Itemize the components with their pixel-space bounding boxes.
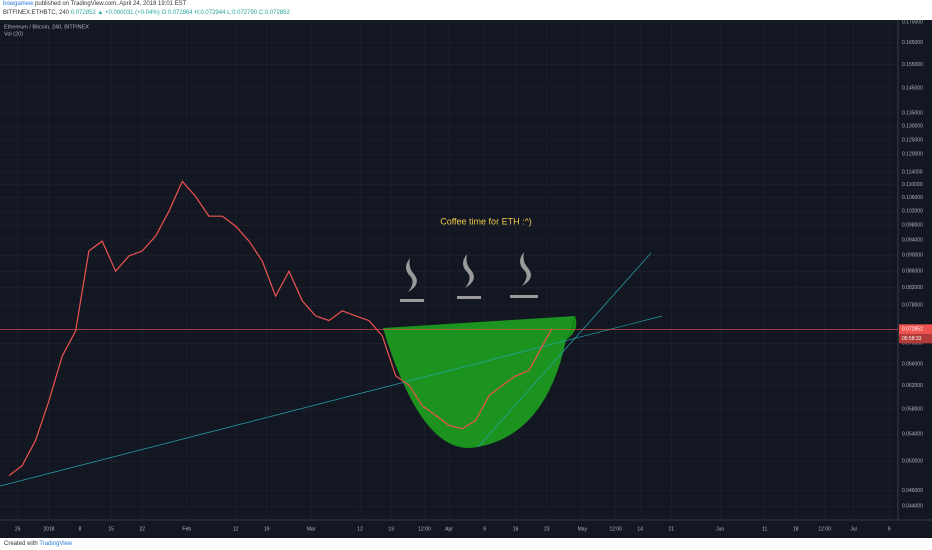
trend-line [0, 315, 663, 487]
quote: 0.072852 ▲ +0.000031 (+0.04%) [70, 10, 160, 16]
price-tag-label: 0.072852 [902, 327, 923, 333]
x-tick-label: 12 [233, 526, 239, 532]
price-tag [899, 324, 932, 335]
x-tick-label: Mar [307, 526, 316, 532]
x-tick-label: 9 [483, 526, 486, 532]
chart: Coffee time for ETH :^) Ethereum / Bitco… [0, 20, 932, 538]
header: bowgamew published on TradingView.com, A… [0, 0, 932, 20]
y-tick-label: 0.046000 [902, 488, 923, 494]
publish-line: bowgamew published on TradingView.com, A… [3, 0, 932, 9]
x-tick-label: 9 [888, 526, 891, 532]
y-tick-label: 0.078000 [902, 303, 923, 309]
legend-entry: Vol (20) [4, 31, 23, 37]
x-tick-label: 11 [762, 526, 767, 532]
x-tick-label: 12:00 [418, 526, 431, 532]
x-tick-label: 22 [139, 526, 145, 532]
x-tick-label: 18 [793, 526, 799, 532]
annotation: Coffee time for ETH :^) [440, 216, 532, 226]
y-tick-label: 0.098000 [902, 223, 923, 229]
x-tick-label: Jun [716, 526, 724, 532]
y-tick-label: 0.044000 [902, 504, 923, 510]
countdown-tag [899, 334, 932, 344]
x-tick-label: 23 [544, 526, 550, 532]
y-tick-label: 0.145000 [902, 85, 923, 91]
footer: Created with TradingView [0, 538, 932, 550]
x-tick-label: 12:00 [818, 526, 831, 532]
y-tick-label: 0.066000 [902, 361, 923, 367]
x-tick-label: 8 [79, 526, 82, 532]
x-tick-label: 16 [513, 526, 519, 532]
x-tick-label: 14 [637, 526, 643, 532]
y-tick-label: 0.094000 [902, 237, 923, 243]
author[interactable]: bowgamew [3, 1, 34, 7]
y-tick-label: 0.086000 [902, 268, 923, 274]
steam [520, 252, 531, 286]
y-tick-label: 0.050000 [902, 459, 923, 465]
cup-handle [565, 315, 576, 341]
background [0, 20, 932, 538]
cup-icon [457, 296, 481, 299]
cup-drawing [383, 316, 577, 449]
x-tick-label: Feb [182, 526, 191, 532]
x-tick-label: 12:00 [609, 526, 622, 532]
x-tick-label: Jul [850, 526, 856, 532]
price-line [8, 180, 552, 477]
x-tick-label: 19 [388, 526, 394, 532]
ohlc: O:0.072864 H:0.072944 L:0.072790 C:0.072… [161, 10, 290, 16]
x-tick-label: 21 [668, 526, 674, 532]
y-tick-label: 0.054000 [902, 432, 923, 438]
y-tick-label: 0.070000 [902, 341, 923, 347]
coffee-icons [400, 252, 538, 302]
y-tick-label: 0.125000 [902, 137, 923, 143]
created: Created with [4, 541, 38, 547]
countdown-label: 05:58:33 [902, 336, 922, 342]
x-tick-label: Apr [445, 526, 453, 532]
y-tick-label: 0.135000 [902, 110, 923, 116]
x-tick-label: 15 [108, 526, 114, 532]
steam [463, 254, 474, 288]
y-tick-label: 0.155000 [902, 62, 923, 68]
trend-line [477, 252, 652, 448]
y-tick-label: 0.165000 [902, 40, 923, 46]
cup-icon [510, 295, 538, 298]
y-tick-label: 0.062000 [902, 383, 923, 389]
y-tick-label: 0.102000 [902, 209, 923, 215]
x-tick-label: 25 [15, 526, 21, 532]
x-tick-label: 12 [357, 526, 363, 532]
y-tick-label: 0.120000 [902, 152, 923, 158]
x-tick-label: May [578, 526, 588, 532]
symbol: BITFINEX:ETHBTC, 240 [3, 10, 70, 16]
y-tick-label: 0.058000 [902, 407, 923, 413]
quote-line: BITFINEX:ETHBTC, 240 0.072852 ▲ +0.00003… [3, 9, 932, 18]
y-tick-label: 0.114000 [902, 170, 923, 176]
y-tick-label: 0.175000 [902, 20, 923, 25]
steam [406, 258, 417, 292]
y-tick-label: 0.130000 [902, 124, 923, 130]
y-tick-label: 0.110000 [902, 182, 923, 188]
drawings [0, 252, 663, 487]
cup-icon [400, 299, 424, 302]
y-tick-label: 0.106000 [902, 195, 923, 201]
y-tick-label: 0.090000 [902, 253, 923, 259]
y-tick-label: 0.082000 [902, 285, 923, 291]
legend-entry: Ethereum / Bitcoin, 240, BITFINEX [4, 24, 89, 30]
x-tick-label: 19 [264, 526, 270, 532]
brand[interactable]: TradingView [39, 541, 73, 547]
published: published on TradingView.com, April 24, … [35, 1, 187, 7]
x-tick-label: 2018 [43, 526, 54, 532]
